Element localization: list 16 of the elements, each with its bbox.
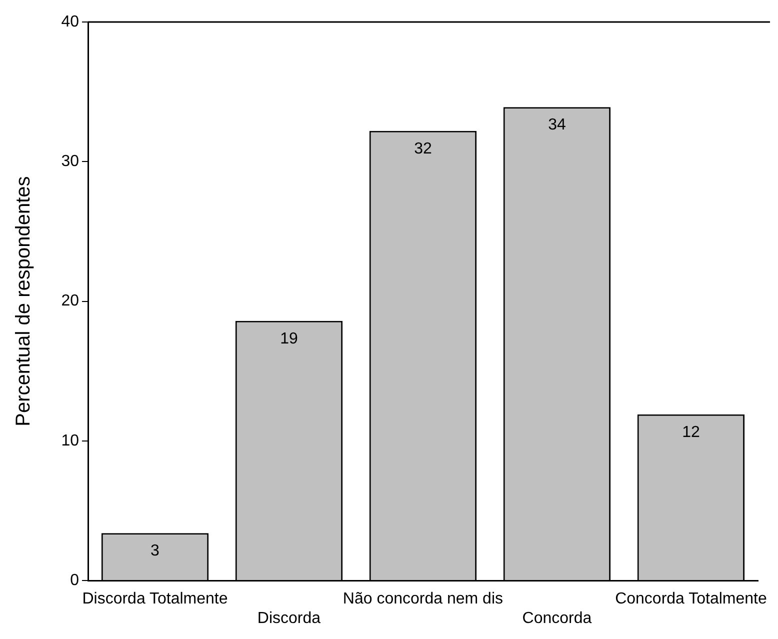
data-label: 19 [280, 330, 298, 348]
x-tick-label: Concorda Totalmente [615, 590, 767, 608]
x-tick-label: Discorda Totalmente [82, 590, 228, 608]
y-tick-label: 30 [61, 153, 80, 170]
y-tick-label: 40 [61, 13, 80, 30]
x-tick-label: Discorda [257, 610, 321, 627]
y-axis-title: Percentual de respondentes [12, 176, 35, 426]
data-label: 12 [682, 424, 700, 441]
data-label: 3 [150, 542, 160, 560]
x-tick-label: Concorda [522, 610, 592, 627]
y-tick-label: 20 [61, 292, 80, 310]
y-tick-label: 10 [61, 432, 80, 450]
x-tick-label: Não concorda nem dis [342, 590, 504, 608]
y-tick-label: 0 [70, 572, 80, 590]
data-label: 34 [548, 116, 566, 134]
data-label: 32 [414, 140, 432, 158]
